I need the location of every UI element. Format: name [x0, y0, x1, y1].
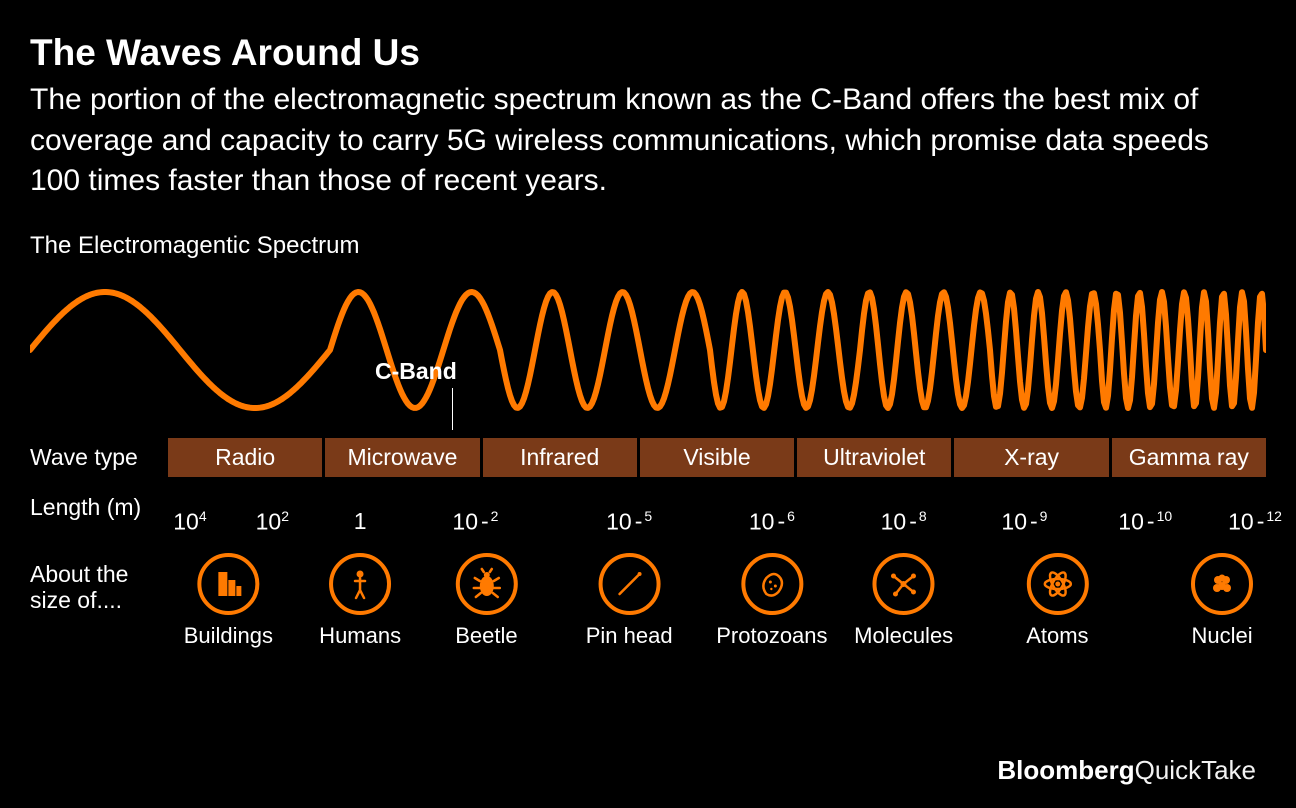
length-label: 1 — [354, 508, 367, 535]
buildings-icon — [197, 553, 259, 615]
size-item-pin: Pin head — [586, 553, 673, 649]
band-ultraviolet: Ultraviolet — [797, 438, 951, 477]
size-item-molecule: Molecules — [854, 553, 953, 649]
size-item-protozoa: Protozoans — [716, 553, 827, 649]
length-label: 10-2 — [452, 508, 498, 536]
band-microwave: Microwave — [325, 438, 479, 477]
size-item-beetle: Beetle — [455, 553, 517, 649]
length-label: 10-8 — [881, 508, 927, 536]
sizes-container: Buildings Humans Beetle Pin head Protozoans M… — [168, 553, 1266, 683]
pin-icon — [598, 553, 660, 615]
length-row: Length (m) 104102110-210-510-610-810-910… — [30, 491, 1266, 525]
molecule-icon — [873, 553, 935, 615]
length-label: 10-10 — [1118, 508, 1172, 536]
nuclei-icon — [1191, 553, 1253, 615]
size-row-label: About the size of.... — [30, 543, 168, 614]
size-caption: Beetle — [455, 623, 517, 649]
wave-type-row: Wave type RadioMicrowaveInfraredVisibleU… — [30, 438, 1266, 477]
cband-indicator-line — [452, 388, 453, 430]
size-caption: Molecules — [854, 623, 953, 649]
wave-type-row-label: Wave type — [30, 444, 168, 470]
length-label: 10-12 — [1228, 508, 1282, 536]
size-caption: Nuclei — [1192, 623, 1253, 649]
human-icon — [329, 553, 391, 615]
page-subtitle: The portion of the electromagnetic spect… — [30, 80, 1266, 202]
cband-label: C-Band — [375, 358, 457, 385]
length-row-label: Length (m) — [30, 494, 168, 520]
size-item-atom: Atoms — [1026, 553, 1088, 649]
length-label: 10-6 — [749, 508, 795, 536]
size-caption: Buildings — [184, 623, 273, 649]
spectrum-chart: C-Band — [30, 270, 1266, 430]
footer-bold: Bloomberg — [997, 755, 1134, 785]
beetle-icon — [455, 553, 517, 615]
band-infrared: Infrared — [483, 438, 637, 477]
size-caption: Protozoans — [716, 623, 827, 649]
band-visible: Visible — [640, 438, 794, 477]
atom-icon — [1026, 553, 1088, 615]
band-gamma-ray: Gamma ray — [1112, 438, 1266, 477]
size-row: About the size of.... Buildings Humans Bee… — [30, 543, 1266, 683]
bands-container: RadioMicrowaveInfraredVisibleUltraviolet… — [168, 438, 1266, 477]
size-item-nuclei: Nuclei — [1191, 553, 1253, 649]
size-caption: Atoms — [1026, 623, 1088, 649]
spectrum-label: The Electromagentic Spectrum — [30, 232, 1266, 260]
size-item-human: Humans — [319, 553, 401, 649]
size-caption: Pin head — [586, 623, 673, 649]
protozoa-icon — [741, 553, 803, 615]
wave-curve — [30, 270, 1266, 430]
length-label: 10-5 — [606, 508, 652, 536]
footer-light: QuickTake — [1135, 755, 1256, 785]
length-label: 10-9 — [1001, 508, 1047, 536]
length-label: 104 — [173, 508, 206, 536]
size-caption: Humans — [319, 623, 401, 649]
band-x-ray: X-ray — [954, 438, 1108, 477]
footer-brand: BloombergQuickTake — [997, 755, 1256, 786]
band-radio: Radio — [168, 438, 322, 477]
size-item-buildings: Buildings — [184, 553, 273, 649]
page-title: The Waves Around Us — [30, 32, 1266, 74]
length-label: 102 — [256, 508, 289, 536]
